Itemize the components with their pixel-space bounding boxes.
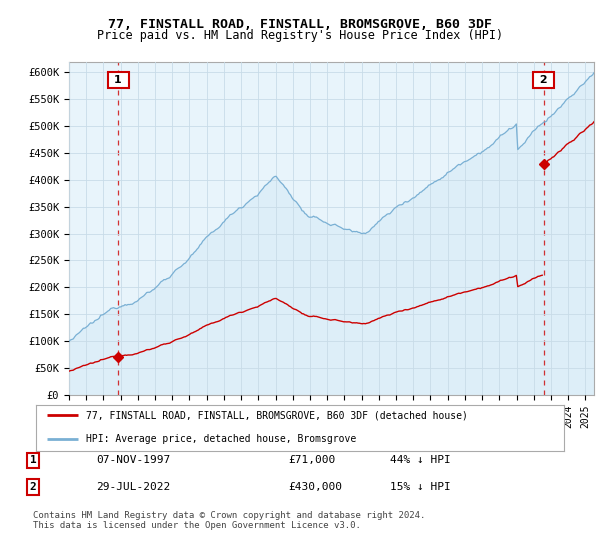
Text: 29-JUL-2022: 29-JUL-2022: [96, 482, 170, 492]
Text: HPI: Average price, detached house, Bromsgrove: HPI: Average price, detached house, Brom…: [86, 435, 356, 444]
Text: £430,000: £430,000: [288, 482, 342, 492]
Text: 77, FINSTALL ROAD, FINSTALL, BROMSGROVE, B60 3DF: 77, FINSTALL ROAD, FINSTALL, BROMSGROVE,…: [108, 18, 492, 31]
Text: 2: 2: [536, 75, 551, 85]
Text: Contains HM Land Registry data © Crown copyright and database right 2024.
This d: Contains HM Land Registry data © Crown c…: [33, 511, 425, 530]
Text: 1: 1: [29, 455, 37, 465]
Text: 44% ↓ HPI: 44% ↓ HPI: [390, 455, 451, 465]
Text: £71,000: £71,000: [288, 455, 335, 465]
Text: 15% ↓ HPI: 15% ↓ HPI: [390, 482, 451, 492]
Text: Price paid vs. HM Land Registry's House Price Index (HPI): Price paid vs. HM Land Registry's House …: [97, 29, 503, 42]
Text: 2: 2: [29, 482, 37, 492]
Text: 07-NOV-1997: 07-NOV-1997: [96, 455, 170, 465]
Text: 1: 1: [110, 75, 126, 85]
Text: 77, FINSTALL ROAD, FINSTALL, BROMSGROVE, B60 3DF (detached house): 77, FINSTALL ROAD, FINSTALL, BROMSGROVE,…: [86, 410, 468, 421]
